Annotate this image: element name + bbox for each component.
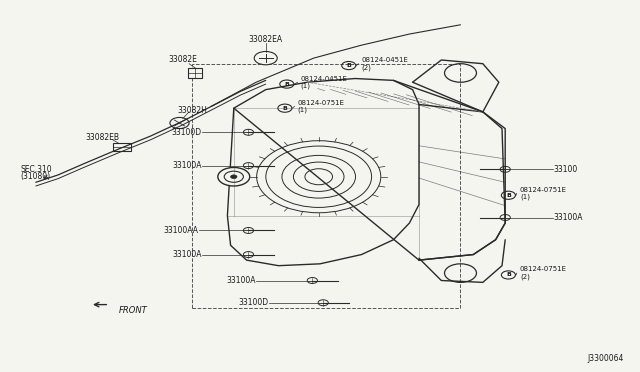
- Text: 33100: 33100: [553, 165, 577, 174]
- Text: J3300064: J3300064: [587, 354, 623, 363]
- Circle shape: [170, 118, 189, 129]
- FancyBboxPatch shape: [188, 68, 202, 78]
- Text: FRONT: FRONT: [119, 306, 148, 315]
- Text: 33082H: 33082H: [177, 106, 207, 115]
- Text: B: B: [282, 106, 287, 111]
- Circle shape: [254, 51, 277, 65]
- Text: 33100A: 33100A: [172, 161, 202, 170]
- Text: (1): (1): [298, 107, 308, 113]
- Text: B: B: [506, 272, 511, 278]
- Circle shape: [230, 175, 237, 179]
- Text: (1): (1): [520, 194, 530, 201]
- Text: SEC.310: SEC.310: [20, 165, 52, 174]
- Text: B: B: [506, 193, 511, 198]
- Text: 33082EB: 33082EB: [86, 133, 120, 142]
- Text: (1): (1): [301, 83, 311, 89]
- Text: (2): (2): [362, 64, 371, 71]
- Text: (2): (2): [520, 273, 530, 280]
- Text: 33082E: 33082E: [168, 55, 197, 64]
- Text: 33100A: 33100A: [553, 213, 582, 222]
- Text: (31080): (31080): [20, 172, 51, 181]
- Text: B: B: [284, 81, 289, 87]
- Text: 08124-0751E: 08124-0751E: [520, 266, 567, 272]
- Text: 08124-0451E: 08124-0451E: [362, 57, 408, 63]
- Text: 33100D: 33100D: [172, 128, 202, 137]
- Circle shape: [218, 167, 250, 186]
- FancyBboxPatch shape: [113, 143, 131, 151]
- Text: 33100A: 33100A: [172, 250, 202, 259]
- Text: B: B: [346, 63, 351, 68]
- Text: 08124-0751E: 08124-0751E: [520, 187, 567, 193]
- Text: 33082EA: 33082EA: [249, 35, 283, 44]
- Text: 33100AA: 33100AA: [164, 226, 198, 235]
- Text: 33100A: 33100A: [227, 276, 256, 285]
- Text: 08124-0451E: 08124-0451E: [301, 76, 348, 81]
- Bar: [192, 64, 461, 308]
- Text: 33100D: 33100D: [239, 298, 269, 307]
- Text: 08124-0751E: 08124-0751E: [298, 100, 345, 106]
